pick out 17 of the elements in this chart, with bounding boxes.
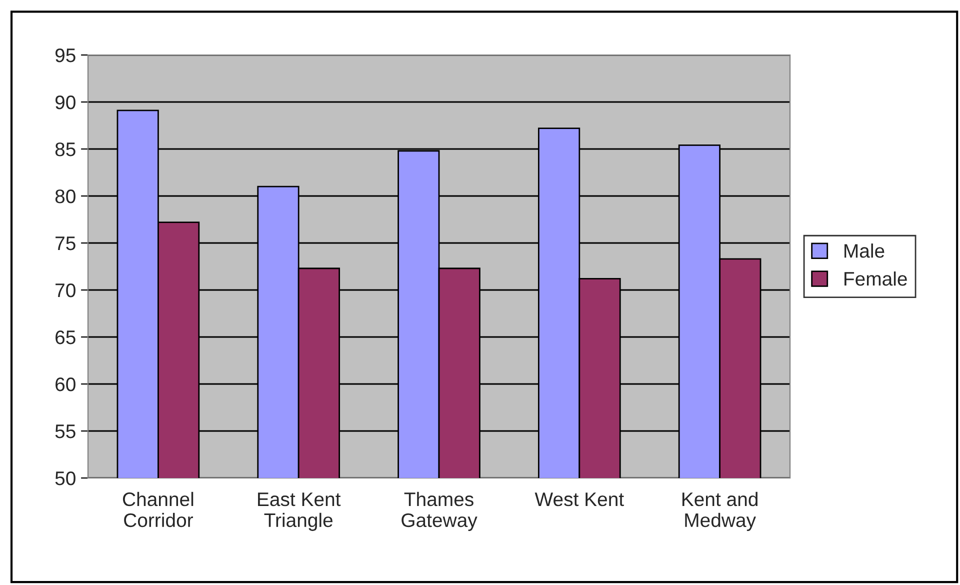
- y-tick-label: 95: [55, 48, 76, 62]
- x-tick-label: Kent and Medway: [682, 492, 758, 531]
- y-tick-label: 65: [56, 330, 76, 344]
- x-tick-label: Channel Corridor: [122, 492, 194, 528]
- y-tick-label: 80: [55, 189, 76, 204]
- x-tick-label: Thames Gateway: [402, 492, 478, 531]
- legend-label: Female: [844, 271, 907, 286]
- y-tick-label: 55: [55, 424, 76, 438]
- y-tick-label: 60: [56, 377, 76, 392]
- y-tick-label: 85: [55, 142, 76, 156]
- x-tick-label: East Kent Triangle: [258, 492, 341, 531]
- y-tick-label: 90: [55, 95, 76, 110]
- legend-label: Male: [844, 244, 884, 258]
- x-tick-label: West Kent: [534, 492, 624, 506]
- y-tick-label: 70: [56, 283, 76, 298]
- y-tick-label: 75: [56, 236, 76, 250]
- y-tick-label: 50: [55, 471, 76, 486]
